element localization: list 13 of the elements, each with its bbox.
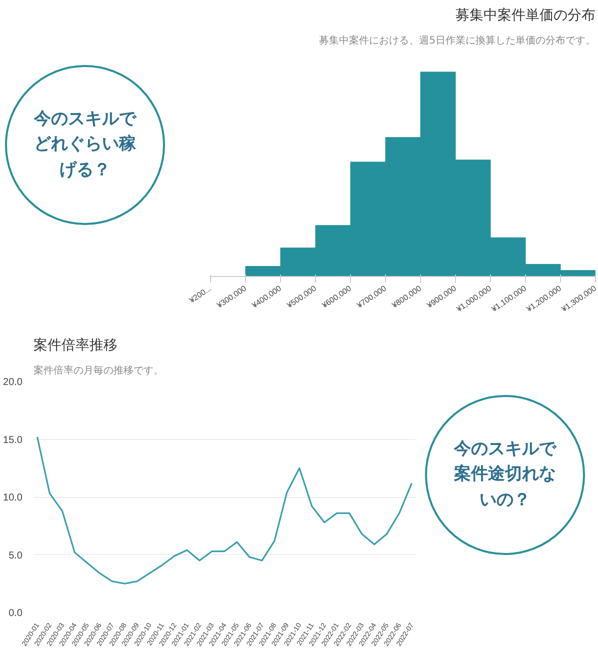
y-tick-label: 20.0	[3, 377, 23, 388]
y-tick-label: 15.0	[3, 434, 23, 446]
chart-title: 募集中案件単価の分布	[456, 6, 596, 24]
y-tick-label: 10.0	[3, 492, 23, 504]
chart-title: 案件倍率推移	[34, 336, 118, 354]
text: 今のスキルでどれぐらい稼げる？	[32, 108, 138, 182]
x-tick-label: ¥200...	[188, 284, 214, 306]
y-tick-label: 5.0	[8, 550, 23, 562]
chart-subtitle: 募集中案件における、週5日作業に換算した単価の分布です。	[319, 34, 596, 46]
text: 今のスキルで案件途切れないの？	[452, 438, 558, 512]
y-tick-label: 0.0	[8, 608, 23, 619]
line-series	[36, 436, 413, 584]
chart-subtitle: 案件倍率の月毎の推移です。	[34, 364, 164, 376]
